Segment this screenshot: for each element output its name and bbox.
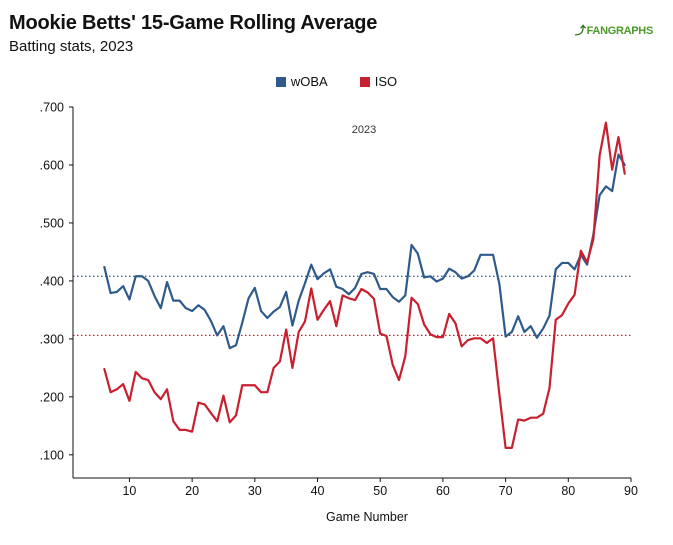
x-axis-title: Game Number — [326, 510, 408, 524]
panel-label: 2023 — [352, 124, 376, 136]
x-tick-label: 80 — [561, 484, 575, 498]
y-tick-label: .300 — [40, 332, 64, 346]
series-lines — [103, 121, 626, 449]
y-tick-label: .200 — [40, 390, 64, 404]
fangraphs-logo: ⤴FANGRAPHS — [575, 22, 653, 38]
fangraphs-logo-text: FANGRAPHS — [586, 25, 654, 37]
x-tick-label: 90 — [624, 484, 638, 498]
y-tick-label: .700 — [40, 101, 64, 115]
reference-lines — [73, 275, 631, 337]
x-tick-label: 50 — [373, 484, 387, 498]
axes: .100 .200 .300 .400 .500 .600 .700 10 20 30 40 50 60… — [40, 101, 638, 499]
x-tick-label: 70 — [499, 484, 513, 498]
x-tick-label: 20 — [185, 484, 199, 498]
x-tick-label: 30 — [248, 484, 262, 498]
legend: wOBA ISO — [0, 74, 673, 89]
legend-item-iso: ISO — [359, 74, 398, 89]
chart-subtitle: Batting stats, 2023 — [9, 38, 134, 55]
legend-label-woba: wOBA — [290, 74, 328, 89]
fangraphs-logo-icon: ⤴ — [574, 25, 586, 37]
series-line-woba — [103, 153, 626, 350]
legend-label-iso: ISO — [374, 74, 398, 89]
y-tick-label: .500 — [40, 216, 64, 230]
series-line-iso — [103, 121, 626, 449]
x-tick-label: 40 — [311, 484, 325, 498]
y-tick-label: .400 — [40, 274, 64, 288]
legend-swatch-woba — [275, 76, 286, 87]
x-tick-label: 10 — [122, 484, 136, 498]
chart-title: Mookie Betts' 15-Game Rolling Average — [9, 12, 378, 34]
legend-swatch-iso — [359, 76, 370, 87]
y-tick-label: .600 — [40, 158, 64, 172]
y-tick-label: .100 — [40, 448, 64, 462]
legend-item-woba: wOBA — [275, 74, 328, 89]
x-tick-label: 60 — [436, 484, 450, 498]
